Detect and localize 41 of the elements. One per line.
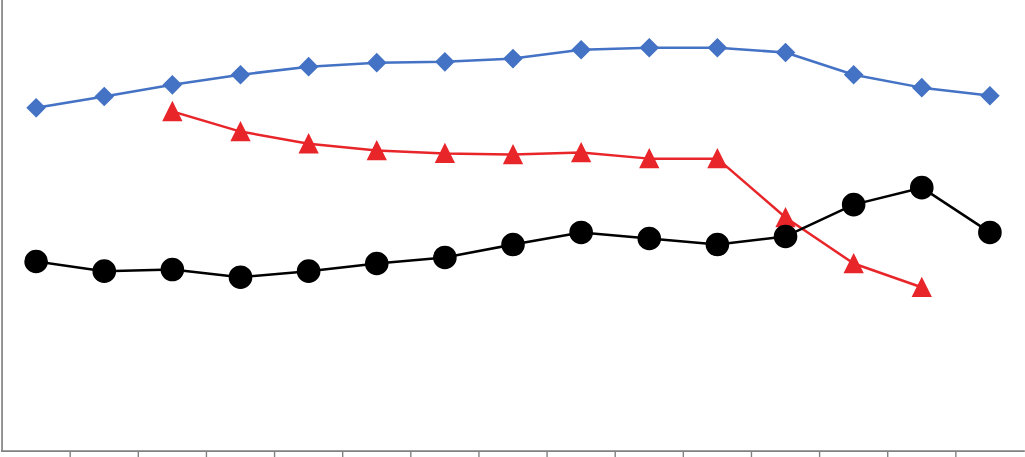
point (912, 277, 932, 298)
point (637, 226, 662, 251)
point (162, 101, 183, 122)
point (569, 220, 593, 245)
point (364, 251, 389, 276)
point (94, 86, 114, 107)
point (503, 49, 523, 69)
point (296, 259, 321, 283)
point (299, 57, 319, 77)
point (707, 38, 727, 58)
point (639, 38, 659, 58)
point (501, 232, 525, 257)
point (367, 140, 387, 161)
point (841, 192, 866, 217)
point (433, 245, 457, 270)
point (26, 98, 46, 118)
point (639, 148, 659, 169)
point (367, 53, 387, 73)
point (298, 133, 319, 154)
point (92, 259, 117, 283)
point (775, 43, 796, 63)
point (571, 142, 591, 163)
point (230, 121, 251, 142)
point (909, 175, 934, 200)
point (844, 65, 864, 85)
point (228, 265, 253, 290)
point (230, 65, 251, 85)
point (707, 148, 728, 169)
point (843, 253, 864, 274)
point (503, 144, 523, 165)
point (705, 232, 730, 257)
point (980, 86, 1000, 106)
point (435, 52, 455, 72)
point (435, 143, 455, 164)
point (978, 220, 1002, 245)
point (162, 75, 182, 95)
point (160, 257, 185, 282)
point (24, 249, 48, 274)
point (773, 224, 798, 249)
point (571, 40, 591, 60)
point (912, 78, 932, 98)
